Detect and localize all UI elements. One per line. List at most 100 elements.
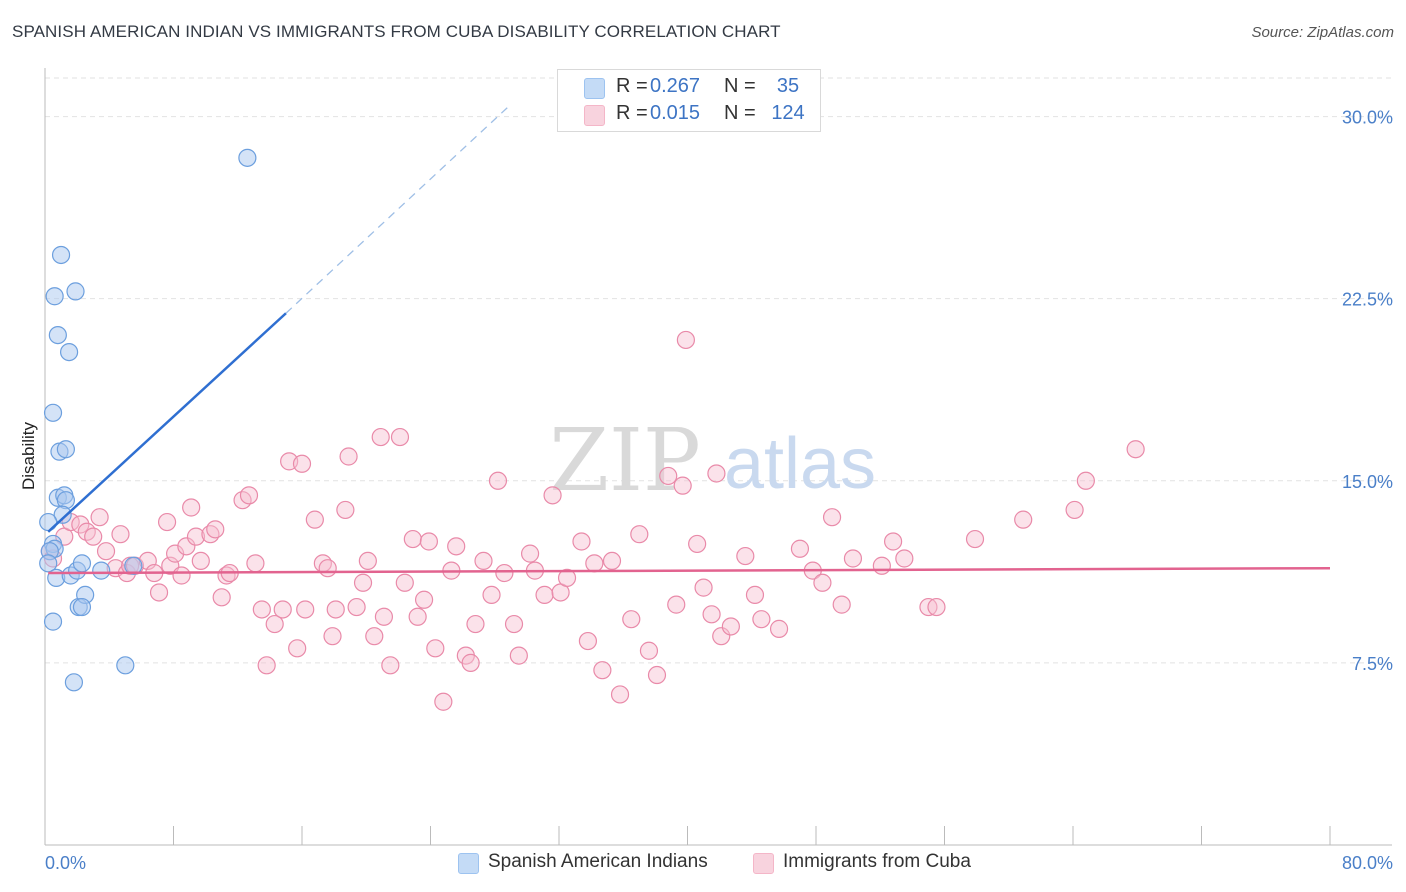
watermark-zip: ZIP: [549, 411, 701, 511]
pink-point: [419, 532, 438, 551]
blue-point: [72, 597, 92, 617]
pink-point: [434, 692, 453, 711]
pink-point: [752, 610, 771, 629]
blue-point: [56, 440, 75, 459]
pink-point: [832, 595, 851, 614]
pink-point: [408, 607, 427, 626]
legend-r-label: R =: [616, 102, 648, 124]
ticks: [44, 826, 1331, 845]
pink-point: [543, 486, 562, 505]
pink-point: [90, 508, 109, 527]
pink-point: [676, 330, 695, 350]
pink-point: [336, 500, 355, 520]
blue-point: [238, 148, 257, 167]
bottom-legend-swatch-pink: [753, 853, 774, 874]
pink-point: [495, 563, 514, 583]
blue-point: [43, 612, 63, 631]
pink-point: [694, 578, 713, 597]
pink-point: [149, 583, 169, 602]
pink-point: [895, 549, 914, 568]
blue-trend-extension: [285, 103, 512, 314]
pink-point: [339, 447, 358, 466]
pink-point: [813, 573, 832, 592]
pink-point: [318, 559, 337, 578]
pink-point: [557, 568, 577, 588]
blue-point: [51, 245, 71, 265]
pink-point: [177, 537, 196, 556]
pink-point: [535, 585, 554, 605]
pink-point: [414, 590, 434, 609]
pink-point: [702, 605, 721, 624]
pink-point: [1076, 471, 1095, 490]
pink-point: [257, 656, 276, 675]
trend-lines: [47, 103, 1331, 575]
pink-point: [288, 639, 307, 658]
blue-point: [92, 561, 111, 580]
pink-point: [843, 549, 863, 568]
pink-point: [326, 600, 345, 619]
pink-point: [509, 646, 528, 665]
pink-point: [667, 595, 686, 614]
y-tick-label: 15.0%: [1342, 472, 1393, 492]
pink-point: [630, 525, 649, 544]
legend-r-value: 0.267: [650, 75, 701, 97]
pink-point: [745, 585, 765, 605]
legend: R = 0.267 N = 35 R = 0.015 N = 124: [557, 69, 821, 132]
pink-point: [71, 515, 90, 534]
pink-point: [585, 554, 604, 573]
pink-point: [447, 537, 466, 556]
legend-n-value: 35: [776, 75, 800, 97]
pink-point: [426, 639, 445, 658]
pink-point: [172, 566, 191, 585]
legend-swatch-pink: [584, 105, 605, 126]
pink-point: [872, 556, 891, 575]
pink-point: [883, 532, 903, 551]
blue-point: [124, 556, 143, 575]
bottom-legend-label: Spanish American Indians: [488, 851, 708, 872]
pink-point: [265, 614, 284, 634]
pink-point: [610, 685, 630, 704]
blue-point: [53, 505, 72, 524]
pink-point: [358, 551, 377, 571]
blue-point: [39, 512, 58, 532]
pink-point: [647, 665, 667, 685]
pink-point: [166, 544, 185, 563]
pink-trend-line: [48, 566, 1331, 575]
pink-point: [578, 631, 598, 651]
pink-point: [712, 627, 731, 646]
pink-point: [403, 529, 422, 549]
pink-point: [1126, 440, 1145, 459]
pink-point: [488, 471, 508, 490]
pink-point: [659, 466, 678, 486]
pink-point: [927, 597, 946, 617]
tick-labels: 7.5% 15.0% 22.5% 30.0% 0.0% 80.0%: [45, 108, 1393, 873]
pink-point: [239, 486, 259, 505]
y-tick-label: 22.5%: [1342, 290, 1393, 310]
pink-point: [111, 525, 130, 544]
pink-point: [292, 454, 312, 473]
watermark: ZIP atlas: [549, 411, 876, 511]
pink-point: [191, 551, 210, 571]
pink-point: [212, 588, 231, 607]
pink-point: [273, 600, 292, 619]
blue-point: [45, 287, 64, 306]
pink-point: [707, 464, 726, 483]
legend-row-blue: R = 0.267 N = 35: [558, 75, 820, 101]
pink-point: [769, 619, 789, 638]
pink-point: [206, 520, 225, 539]
bottom-legend-swatch-blue: [458, 853, 479, 874]
blue-point: [48, 325, 67, 345]
pink-point: [461, 653, 480, 672]
chart-title: SPANISH AMERICAN INDIAN VS IMMIGRANTS FR…: [12, 22, 781, 41]
legend-r-value: 0.015: [650, 102, 701, 124]
pink-point: [1065, 500, 1084, 520]
pink-point: [305, 510, 324, 529]
blue-point: [43, 403, 63, 422]
pink-point: [365, 627, 384, 646]
blue-point: [116, 656, 135, 675]
x-tick-label: 0.0%: [45, 853, 86, 873]
bottom-legend-label: Immigrants from Cuba: [783, 851, 971, 872]
legend-n-value: 124: [771, 102, 805, 124]
pink-point: [353, 573, 373, 592]
